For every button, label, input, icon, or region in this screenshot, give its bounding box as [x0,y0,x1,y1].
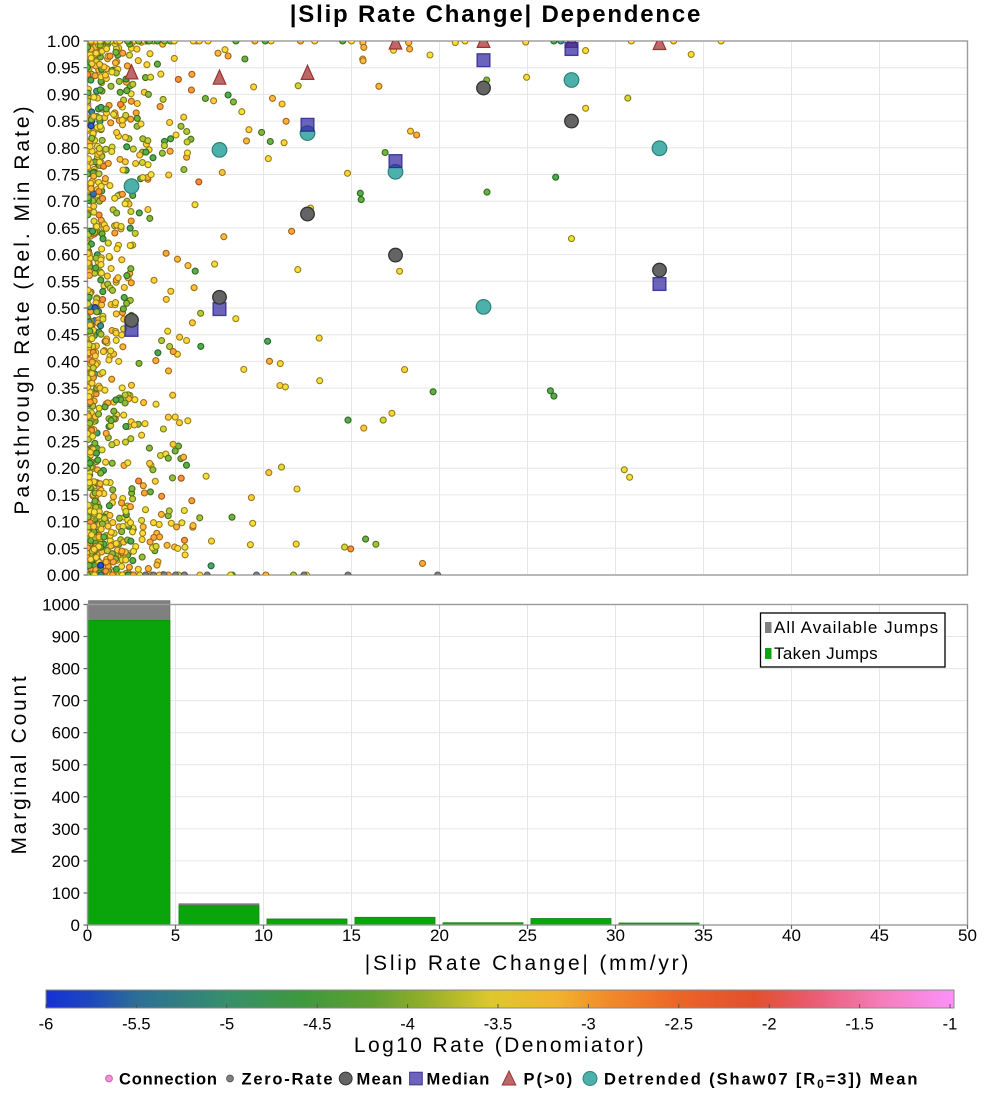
svg-text:-6: -6 [39,1016,54,1034]
svg-text:0.70: 0.70 [47,192,80,211]
svg-text:25: 25 [518,926,537,945]
svg-text:1.00: 1.00 [47,32,80,51]
svg-text:Detrended (Shaw07 [R0=3]) Mean: Detrended (Shaw07 [R0=3]) Mean [604,1071,919,1092]
svg-text:0.10: 0.10 [47,513,80,532]
svg-text:700: 700 [52,692,80,711]
svg-text:0.45: 0.45 [47,326,80,345]
svg-text:Log10 Rate (Denomiator): Log10 Rate (Denomiator) [354,1034,646,1057]
svg-text:50: 50 [958,926,977,945]
svg-text:Mean: Mean [357,1071,404,1089]
svg-text:40: 40 [782,926,801,945]
svg-text:|Slip Rate Change| (mm/yr): |Slip Rate Change| (mm/yr) [365,952,691,975]
svg-text:1000: 1000 [42,596,80,615]
svg-text:0: 0 [71,916,80,935]
svg-text:100: 100 [52,884,80,903]
svg-text:35: 35 [694,926,713,945]
svg-text:400: 400 [52,788,80,807]
svg-text:300: 300 [52,820,80,839]
svg-text:0.20: 0.20 [47,459,80,478]
svg-text:-3.5: -3.5 [484,1016,512,1034]
svg-text:0.15: 0.15 [47,486,80,505]
svg-text:All Available Jumps: All Available Jumps [774,618,939,637]
svg-text:Marginal Count: Marginal Count [8,674,31,855]
svg-text:0.00: 0.00 [47,566,80,585]
svg-text:0.80: 0.80 [47,139,80,158]
svg-text:-1: -1 [943,1016,958,1034]
svg-text:10: 10 [254,926,273,945]
svg-text:0.90: 0.90 [47,85,80,104]
svg-text:-5.5: -5.5 [122,1016,150,1034]
svg-text:-4.5: -4.5 [303,1016,331,1034]
svg-text:900: 900 [52,628,80,647]
svg-text:800: 800 [52,660,80,679]
svg-text:0.75: 0.75 [47,166,80,185]
svg-text:0.85: 0.85 [47,112,80,131]
svg-text:Taken Jumps: Taken Jumps [774,644,878,663]
svg-text:20: 20 [430,926,449,945]
svg-text:0.95: 0.95 [47,59,80,78]
svg-text:0.55: 0.55 [47,272,80,291]
svg-text:0.35: 0.35 [47,379,80,398]
svg-text:0.30: 0.30 [47,406,80,425]
svg-text:0.40: 0.40 [47,352,80,371]
svg-text:Zero-Rate: Zero-Rate [242,1071,335,1089]
svg-text:Median: Median [427,1071,491,1089]
svg-text:-5: -5 [219,1016,234,1034]
svg-text:0.65: 0.65 [47,219,80,238]
svg-text:-2.5: -2.5 [665,1016,693,1034]
svg-text:-2: -2 [762,1016,777,1034]
svg-text:0.25: 0.25 [47,433,80,452]
svg-text:15: 15 [342,926,361,945]
svg-text:-3: -3 [581,1016,596,1034]
svg-text:-4: -4 [400,1016,415,1034]
svg-text:45: 45 [870,926,889,945]
svg-text:0: 0 [83,926,92,945]
svg-text:-1.5: -1.5 [845,1016,873,1034]
svg-text:5: 5 [171,926,180,945]
svg-text:0.60: 0.60 [47,246,80,265]
svg-text:500: 500 [52,756,80,775]
svg-text:600: 600 [52,724,80,743]
svg-text:|Slip Rate Change| Dependence: |Slip Rate Change| Dependence [290,1,702,28]
svg-text:Connection: Connection [119,1071,218,1089]
svg-text:200: 200 [52,852,80,871]
svg-text:0.05: 0.05 [47,539,80,558]
svg-text:Passthrough Rate (Rel. Min Rat: Passthrough Rate (Rel. Min Rate) [11,103,34,514]
svg-text:30: 30 [606,926,625,945]
svg-text:P(>0): P(>0) [524,1071,575,1089]
svg-text:0.50: 0.50 [47,299,80,318]
